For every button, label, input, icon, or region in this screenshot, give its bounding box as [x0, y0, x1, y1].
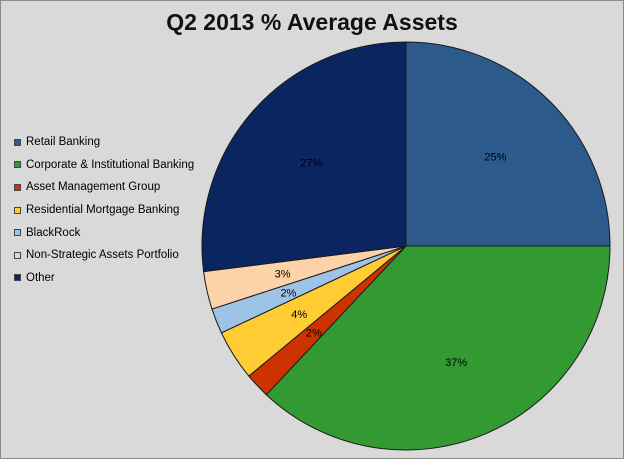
legend-item-residential-mortgage-banking: Residential Mortgage Banking — [14, 199, 194, 222]
pie-slice-other — [201, 41, 407, 273]
pie-slice-corporate-institutional-banking — [265, 245, 611, 451]
legend-swatch — [14, 206, 21, 214]
slice-label-asset-management-group: 2% — [306, 328, 322, 340]
slice-label-retail-banking: 25% — [484, 152, 506, 164]
legend-item-blackrock: BlackRock — [14, 221, 194, 244]
legend-label: Asset Management Group — [26, 181, 161, 194]
legend-label: Other — [26, 271, 55, 284]
legend-item-corporate-institutional-banking: Corporate & Institutional Banking — [14, 154, 194, 177]
slice-label-blackrock: 2% — [280, 288, 296, 300]
legend-item-retail-banking: Retail Banking — [14, 131, 194, 154]
legend-item-non-strategic-assets-portfolio: Non-Strategic Assets Portfolio — [14, 244, 194, 267]
pie-slice-retail-banking — [405, 41, 611, 247]
legend-swatch — [14, 161, 21, 169]
legend-swatch — [14, 251, 21, 259]
slice-label-other: 27% — [300, 157, 322, 169]
legend-item-other: Other — [14, 267, 194, 290]
legend-label: Retail Banking — [26, 136, 101, 149]
legend-swatch — [14, 138, 21, 146]
legend-swatch — [14, 274, 21, 282]
legend-label: Residential Mortgage Banking — [26, 204, 180, 217]
slice-label-non-strategic-assets-portfolio: 3% — [275, 269, 291, 281]
legend-item-asset-management-group: Asset Management Group — [14, 176, 194, 199]
legend: Retail Banking Corporate & Institutional… — [14, 131, 194, 289]
slice-label-corporate-institutional-banking: 37% — [445, 357, 467, 369]
legend-label: Non-Strategic Assets Portfolio — [26, 249, 179, 262]
slice-label-residential-mortgage-banking: 4% — [291, 309, 307, 321]
legend-swatch — [14, 183, 21, 191]
legend-label: Corporate & Institutional Banking — [26, 158, 195, 171]
legend-label: BlackRock — [26, 226, 81, 239]
chart-title: Q2 2013 % Average Assets — [166, 9, 458, 35]
legend-swatch — [14, 229, 21, 237]
